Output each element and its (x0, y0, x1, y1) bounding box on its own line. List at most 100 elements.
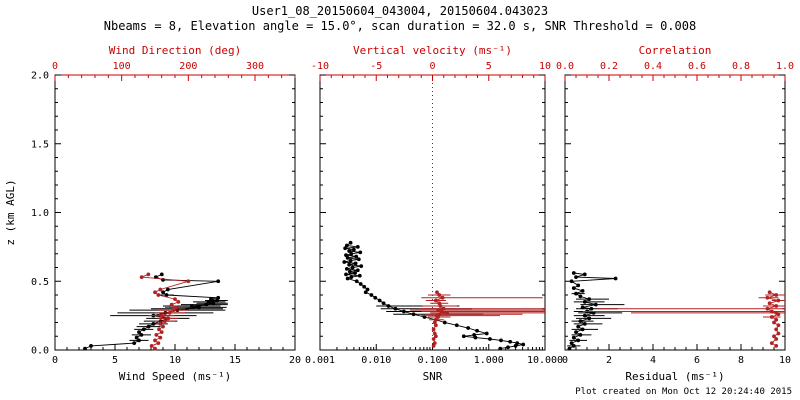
data-point (358, 282, 363, 286)
data-point (484, 331, 489, 336)
data-point (164, 293, 169, 297)
x-top-tick-label: 0 (52, 61, 58, 72)
data-point (515, 341, 520, 346)
data-point (582, 321, 587, 326)
data-point (582, 313, 587, 318)
series-line (84, 273, 219, 350)
data-point (344, 266, 349, 271)
data-point (209, 297, 213, 302)
data-point (776, 298, 781, 303)
x-tick-label: 5 (112, 355, 118, 366)
data-point (153, 290, 157, 295)
data-point (137, 330, 141, 335)
y-tick-label: 0.0 (31, 346, 49, 357)
data-point (348, 240, 353, 245)
data-point (159, 272, 164, 277)
x-axis-title: Wind Speed (ms⁻¹) (119, 370, 232, 383)
data-point (765, 295, 770, 300)
data-point (349, 275, 354, 280)
x-top-tick-label: -10 (311, 61, 329, 72)
data-point (369, 293, 374, 297)
panel-residual: 0 2 4 6 8 10 0.0 0.2 0.4 0.6 0.8 1.0 Residual (ms⁻¹)… (556, 44, 794, 383)
data-point (351, 247, 356, 252)
data-point (174, 305, 179, 310)
data-point (149, 343, 154, 348)
data-point (442, 320, 447, 325)
data-point (159, 330, 164, 335)
data-point (156, 341, 161, 346)
data-point (774, 293, 779, 297)
data-point (342, 260, 347, 264)
x-tick-label: 10 (779, 355, 791, 366)
data-point (567, 346, 572, 351)
data-point (350, 265, 355, 270)
plot-subtitle: Nbeams = 8, Elevation angle = 15.0°, sca… (103, 19, 697, 33)
data-point (574, 330, 578, 335)
data-point (440, 295, 445, 300)
x-tick-label: 0 (562, 355, 568, 366)
data-point (173, 297, 177, 302)
data-point (613, 276, 618, 281)
x-top-axis-title: Correlation (639, 44, 712, 57)
x-top-tick-label: -5 (370, 61, 382, 72)
data-point (574, 275, 578, 280)
panel-snr: 0.001 0.010 0.100 1.000 10.000 -10 -5 0 5 10 SNR Ve… (305, 44, 563, 383)
data-point (576, 338, 581, 343)
y-axis-title: z (km AGL) (4, 179, 17, 245)
x-top-axis-title: Wind Direction (deg) (109, 44, 241, 57)
data-point (589, 306, 594, 311)
data-point (357, 273, 362, 278)
data-point (343, 246, 348, 251)
data-point (769, 315, 774, 319)
data-point (569, 341, 574, 346)
data-point (146, 324, 151, 329)
data-point (161, 324, 165, 329)
data-point (461, 334, 466, 339)
x-tick-label: 2 (606, 355, 612, 366)
data-point (521, 342, 526, 347)
data-point (578, 319, 583, 324)
data-point (134, 335, 139, 340)
x-top-tick-label: 200 (179, 61, 197, 72)
x-top-tick-label: 0.8 (732, 61, 750, 72)
data-point (158, 321, 163, 326)
data-point (359, 264, 364, 269)
data-point (161, 290, 165, 295)
data-point (354, 254, 359, 259)
x-tick-label: 0.100 (417, 355, 447, 366)
data-point (774, 317, 779, 322)
x-tick-label: 10.000 (527, 355, 563, 366)
data-point (165, 287, 170, 292)
data-point (499, 338, 503, 343)
data-point (139, 275, 144, 280)
data-point (571, 286, 576, 291)
data-point (344, 253, 348, 258)
plot-title: User1_08_20150604_043004, 20150604.04302… (251, 4, 549, 18)
data-point (582, 272, 587, 277)
x-tick-label: 1.000 (474, 355, 504, 366)
data-point (347, 249, 352, 253)
data-point (576, 283, 581, 288)
data-point (216, 295, 221, 300)
x-top-tick-label: 0.2 (600, 61, 618, 72)
data-point (176, 299, 181, 304)
data-point (216, 279, 221, 284)
data-point (475, 328, 479, 333)
data-point (580, 327, 585, 332)
data-point (354, 279, 359, 284)
data-point (593, 302, 598, 307)
data-point (141, 327, 146, 332)
data-point (355, 268, 360, 273)
x-axis-title: Residual (ms⁻¹) (625, 370, 724, 383)
x-top-tick-label: 0.4 (644, 61, 662, 72)
data-point (137, 338, 141, 343)
data-point (571, 343, 576, 348)
data-point (355, 244, 360, 249)
data-point (580, 305, 585, 310)
data-point (769, 341, 774, 346)
data-point (513, 343, 518, 348)
data-point (151, 321, 156, 326)
data-point (345, 255, 350, 260)
